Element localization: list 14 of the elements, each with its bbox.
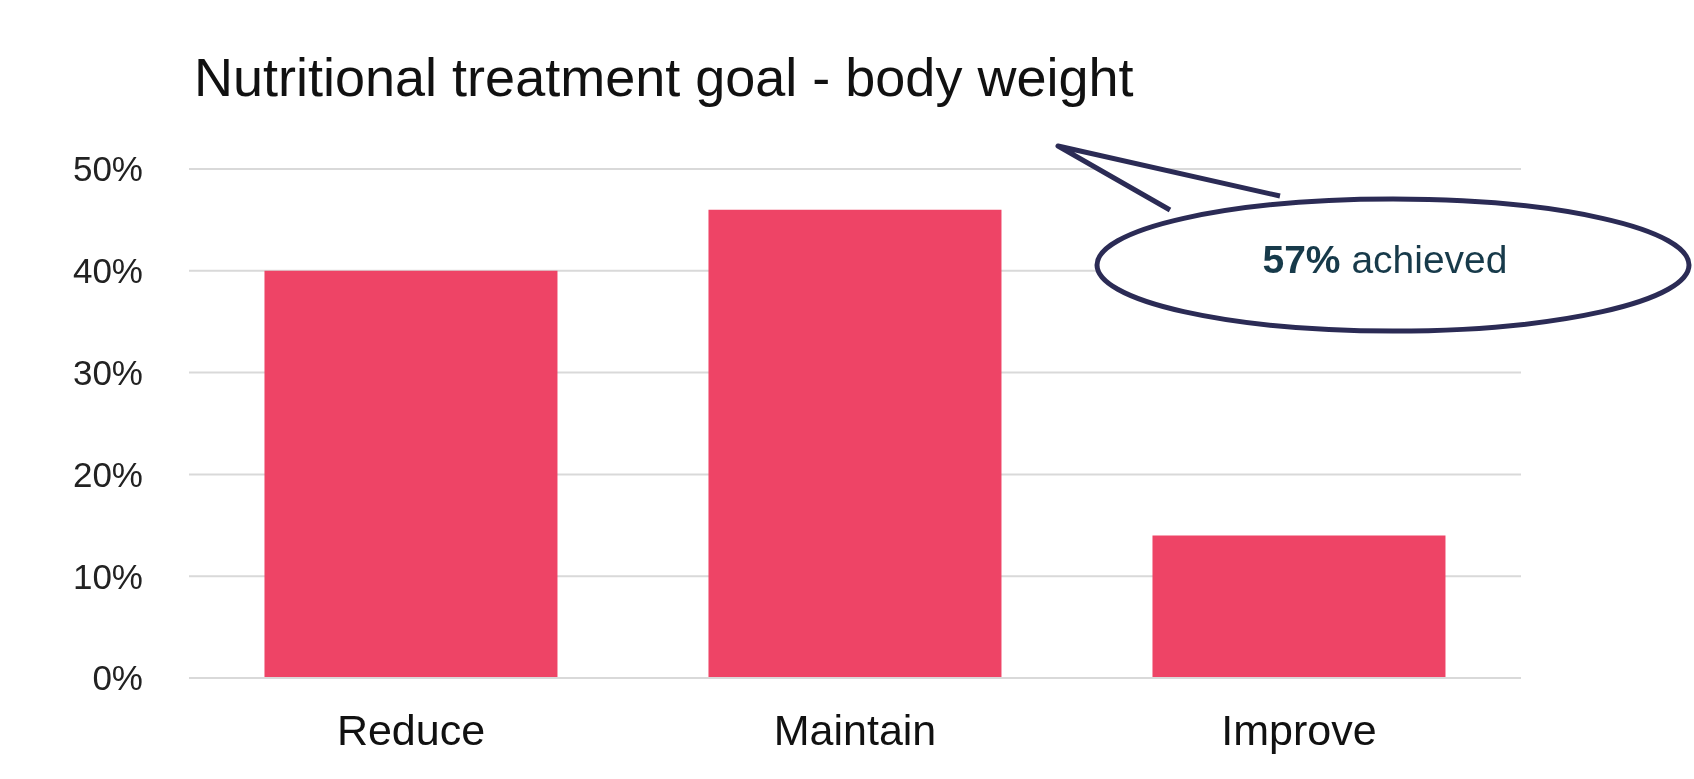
y-tick-label: 30% xyxy=(72,353,143,393)
chart-title: Nutritional treatment goal - body weight xyxy=(194,46,1134,108)
bar xyxy=(264,270,558,678)
bar xyxy=(1152,535,1446,678)
x-tick-label: Improve xyxy=(1221,705,1377,754)
y-tick-label: 10% xyxy=(72,556,143,596)
x-tick-label: Reduce xyxy=(336,705,486,754)
x-tick-label: Maintain xyxy=(773,705,937,754)
y-tick-label: 0% xyxy=(92,658,143,698)
y-tick-label: 50% xyxy=(72,149,143,189)
y-tick-label: 40% xyxy=(72,251,143,291)
bar xyxy=(708,209,1002,678)
y-tick-label: 20% xyxy=(72,454,143,494)
annotation: 57% achieved xyxy=(1262,238,1508,281)
